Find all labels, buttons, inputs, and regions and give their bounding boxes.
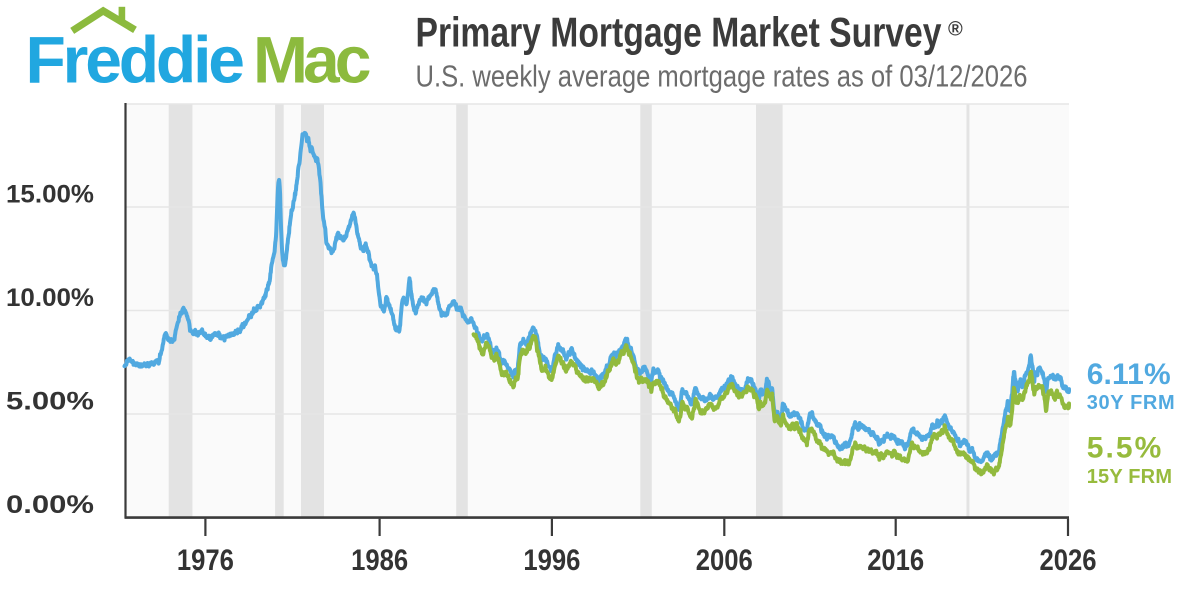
svg-text:1996: 1996 — [523, 544, 580, 577]
svg-text:15Y FRM: 15Y FRM — [1087, 466, 1172, 488]
svg-text:1976: 1976 — [177, 544, 234, 577]
svg-text:Primary Mortgage Market Survey: Primary Mortgage Market Survey — [416, 9, 943, 56]
svg-text:0.00%: 0.00% — [6, 491, 94, 519]
svg-text:5.5%: 5.5% — [1087, 431, 1162, 464]
svg-text:2016: 2016 — [867, 544, 924, 577]
svg-text:2026: 2026 — [1040, 544, 1097, 577]
svg-text:Mac: Mac — [253, 23, 372, 97]
svg-text:U.S. weekly average mortgage r: U.S. weekly average mortgage rates as of… — [416, 58, 1028, 93]
svg-text:10.00%: 10.00% — [6, 284, 94, 312]
svg-text:1986: 1986 — [351, 544, 408, 577]
svg-text:5.00%: 5.00% — [6, 388, 94, 416]
svg-text:15.00%: 15.00% — [6, 181, 94, 209]
svg-text:2006: 2006 — [696, 544, 753, 577]
svg-text:6.11%: 6.11% — [1087, 358, 1171, 391]
svg-text:30Y FRM: 30Y FRM — [1087, 392, 1175, 414]
svg-text:®: ® — [948, 19, 963, 41]
svg-text:Freddie: Freddie — [26, 23, 246, 97]
